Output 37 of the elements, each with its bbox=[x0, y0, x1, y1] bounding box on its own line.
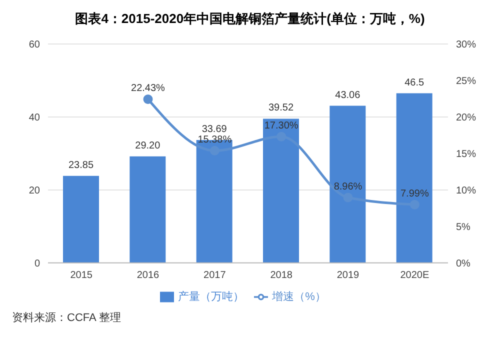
x-tick-label: 2017 bbox=[204, 270, 226, 282]
y2-tick-label: 15% bbox=[456, 149, 476, 160]
x-tick-label: 2018 bbox=[270, 270, 293, 282]
x-tick-label: 2020E bbox=[400, 270, 430, 282]
data-label: 22.43% bbox=[131, 83, 166, 94]
x-tick-label: 2016 bbox=[136, 270, 160, 282]
bar bbox=[130, 156, 166, 263]
data-label: 33.69 bbox=[202, 124, 228, 135]
y2-tick-label: 30% bbox=[456, 40, 476, 51]
data-label: 7.99% bbox=[400, 188, 429, 200]
bar bbox=[263, 118, 299, 263]
bar bbox=[330, 106, 366, 263]
data-label: 39.52 bbox=[268, 102, 294, 114]
bar bbox=[396, 93, 432, 263]
data-label: 17.30% bbox=[264, 120, 298, 132]
y-tick-label: 0 bbox=[34, 258, 40, 270]
y2-tick-label: 25% bbox=[456, 76, 476, 88]
point bbox=[143, 94, 153, 104]
chart-title: 图表4：2015-2020年中国电解铜箔产量统计(单位：万吨，%) bbox=[74, 10, 426, 28]
data-label: 8.96% bbox=[334, 182, 362, 193]
bar bbox=[63, 176, 99, 263]
y2-tick-label: 20% bbox=[456, 112, 476, 124]
x-tick-label: 2015 bbox=[70, 270, 93, 282]
data-label: 46.5 bbox=[404, 77, 424, 88]
y2-tick-label: 5% bbox=[456, 222, 471, 233]
legend-label: 增速（%） bbox=[272, 290, 326, 303]
y-tick-label: 60 bbox=[28, 40, 40, 51]
y2-tick-label: 0% bbox=[456, 258, 471, 270]
y-tick-label: 20 bbox=[28, 185, 40, 196]
data-label: 23.85 bbox=[68, 160, 94, 171]
x-tick-label: 2019 bbox=[336, 270, 360, 282]
text: 资料来源：CCFA 整理 bbox=[11, 311, 122, 325]
y-tick-label: 40 bbox=[28, 112, 40, 124]
legend-label: 产量（万吨） bbox=[178, 290, 244, 303]
data-label: 29.20 bbox=[135, 140, 161, 152]
data-label: 43.06 bbox=[335, 90, 361, 101]
y2-tick-label: 10% bbox=[456, 185, 476, 196]
